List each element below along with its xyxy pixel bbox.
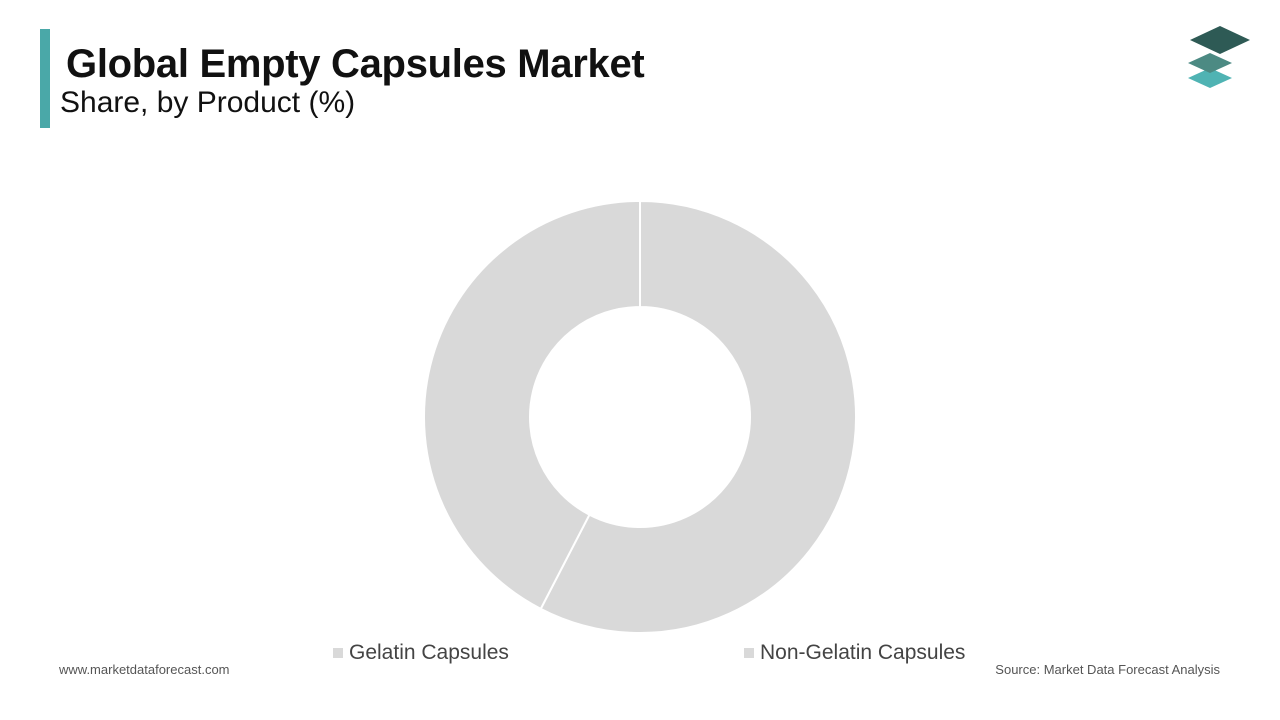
legend-swatch-non-gelatin [744, 648, 754, 658]
stacked-layers-icon [1188, 26, 1250, 88]
pie-slice-gelatin [539, 199, 857, 634]
legend-item-non-gelatin: Non-Gelatin Capsules [744, 640, 965, 666]
page-title: Global Empty Capsules Market [66, 42, 645, 86]
logo-layer-top [1190, 26, 1250, 54]
legend-label-non-gelatin: Non-Gelatin Capsules [760, 641, 966, 664]
footer-website: www.marketdataforecast.com [59, 662, 230, 677]
logo-layer-bottom [1188, 68, 1232, 88]
page-subtitle: Share, by Product (%) [60, 86, 356, 119]
legend-item-gelatin: Gelatin Capsules [333, 640, 509, 666]
title-accent-bar [40, 29, 50, 128]
legend-label-gelatin: Gelatin Capsules [349, 641, 509, 664]
logo-layer-middle [1188, 53, 1232, 73]
donut-slices [423, 199, 857, 634]
footer-source: Source: Market Data Forecast Analysis [995, 662, 1220, 677]
legend-swatch-gelatin [333, 648, 343, 658]
pie-slice-non-gelatin [423, 199, 641, 611]
